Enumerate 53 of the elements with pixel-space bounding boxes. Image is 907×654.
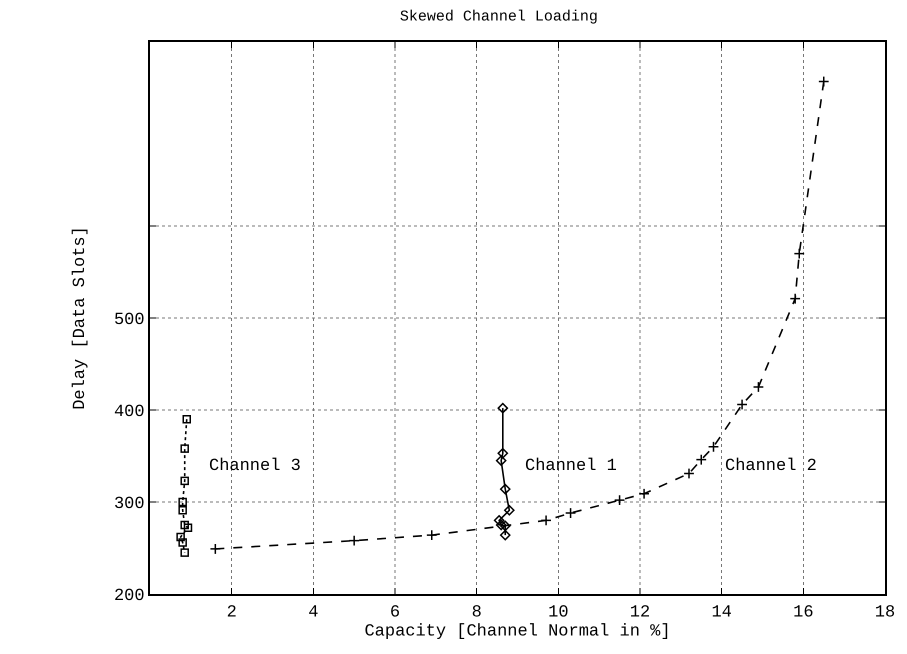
point bbox=[496, 455, 506, 466]
x-tick-label: 2 bbox=[226, 603, 237, 622]
point bbox=[564, 507, 576, 519]
x-tick-label: 14 bbox=[711, 603, 732, 622]
point bbox=[426, 529, 438, 541]
x-tick-label: 4 bbox=[308, 603, 318, 622]
point bbox=[180, 520, 189, 530]
y-tick-label: 200 bbox=[114, 586, 145, 606]
point bbox=[614, 494, 626, 506]
point bbox=[708, 441, 720, 452]
x-tick-label: 18 bbox=[874, 603, 896, 622]
point bbox=[180, 444, 189, 453]
point bbox=[182, 414, 191, 424]
point bbox=[494, 515, 504, 526]
point bbox=[638, 488, 650, 500]
point bbox=[348, 534, 360, 546]
x-tick-label: 16 bbox=[793, 603, 814, 622]
point bbox=[180, 548, 189, 557]
y-tick-label: 500 bbox=[114, 310, 145, 330]
point bbox=[178, 498, 187, 506]
point bbox=[500, 484, 511, 494]
x-tick-label: 12 bbox=[630, 603, 650, 622]
chart-title: Skewed Channel Loading bbox=[400, 8, 598, 26]
point bbox=[180, 476, 189, 486]
series-label: Channel 2 bbox=[725, 457, 817, 476]
point bbox=[818, 76, 830, 88]
y-axis-title: Delay [Data Slots] bbox=[71, 226, 90, 410]
x-tick-label: 10 bbox=[548, 603, 569, 622]
y-tick-label: 300 bbox=[114, 494, 145, 514]
x-tick-label: 6 bbox=[390, 603, 400, 622]
point bbox=[794, 248, 805, 260]
point bbox=[178, 506, 187, 515]
point bbox=[498, 402, 508, 414]
point bbox=[736, 398, 748, 410]
point bbox=[178, 538, 187, 547]
point bbox=[176, 532, 185, 542]
point bbox=[498, 448, 508, 459]
x-axis-title: Capacity [Channel Normal in %] bbox=[364, 622, 671, 642]
point bbox=[696, 454, 707, 466]
point bbox=[683, 468, 695, 480]
point bbox=[790, 293, 801, 304]
x-tick-label: 8 bbox=[472, 603, 482, 622]
point bbox=[500, 530, 511, 540]
point bbox=[500, 520, 511, 532]
point bbox=[496, 520, 506, 530]
point bbox=[752, 381, 764, 393]
point bbox=[504, 504, 515, 516]
point bbox=[184, 524, 192, 532]
point bbox=[540, 514, 552, 526]
y-tick-label: 400 bbox=[114, 402, 145, 422]
point bbox=[210, 543, 221, 555]
series-label: Channel 3 bbox=[209, 457, 301, 476]
series-label: Channel 1 bbox=[525, 457, 617, 476]
